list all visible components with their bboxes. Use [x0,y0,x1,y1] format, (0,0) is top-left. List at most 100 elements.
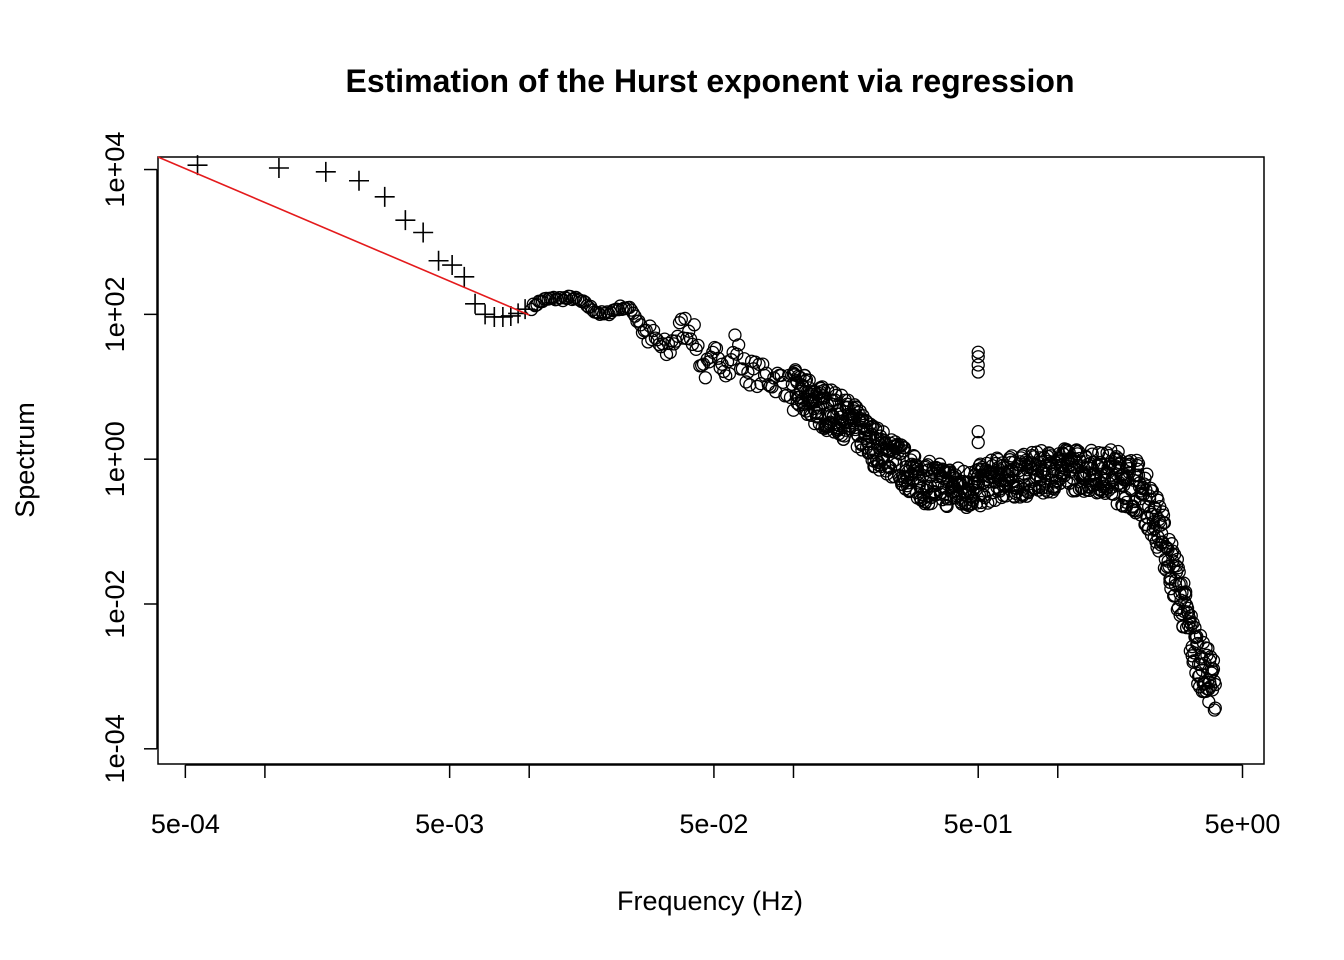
y-axis-label: Spectrum [10,402,40,518]
circle-point [892,440,906,454]
plus-point [315,161,336,182]
circle-point [1151,493,1165,507]
plus-point [442,255,463,276]
circle-point [750,379,764,394]
y-tick-label: 1e+04 [100,132,130,208]
circle-point [1154,518,1168,532]
circle-point [643,319,657,333]
circle-point [728,328,742,342]
circle-point [811,401,826,415]
plus-point [268,158,289,179]
circle-point [661,336,676,351]
circle-point [1144,528,1159,542]
circle-point [743,378,757,392]
circle-point [670,329,685,343]
circle-point [1085,447,1099,461]
circle-point [1169,559,1184,573]
circle-point [691,338,705,353]
circle-point [1193,628,1208,643]
x-tick-label: 5e-04 [151,809,220,839]
circle-point [646,323,661,338]
circle-point [887,469,901,484]
x-tick-label: 5e-03 [415,809,484,839]
circle-point [722,367,737,381]
circle-point [1095,446,1110,460]
plus-point [465,293,486,314]
circle-point [1206,653,1221,667]
circle-point [748,355,762,369]
circle-point [774,368,788,383]
circle-point [895,438,909,453]
data-points [187,155,1222,717]
circle-point [709,341,724,356]
regression-fit-line [157,156,530,316]
circle-point [1195,663,1209,677]
circle-point [1180,605,1195,619]
chart-title: Estimation of the Hurst exponent via reg… [345,63,1074,99]
circle-point [1162,532,1176,547]
circle-point [1202,695,1216,709]
circle-point [1156,508,1171,522]
circle-point [971,424,985,439]
circle-point [719,369,733,383]
circle-point [732,338,746,352]
plus-point [413,222,434,243]
circle-point [907,448,921,463]
plot-area-frame [157,156,1265,765]
x-tick-label: 5e-02 [679,809,748,839]
circle-point [971,358,985,372]
plus-point [374,186,395,207]
circle-point [739,375,753,389]
circle-point [971,350,985,364]
circle-point [1189,666,1203,680]
circle-point [1158,539,1172,553]
plus-point [395,210,416,231]
plus-point [187,155,208,176]
plus-point [492,306,513,327]
circle-point [810,409,825,423]
circle-point [1184,609,1198,623]
circle-point [821,398,835,412]
circle-point [971,345,985,359]
circle-point [1170,552,1185,567]
circle-point [940,499,954,514]
circle-point [1208,701,1222,715]
y-axis: 1e-04 1e-02 1e+00 1e+02 1e+04 [100,132,158,783]
circle-point [1180,601,1195,615]
circle-point [1140,467,1154,481]
circle-point [897,441,912,455]
circle-point [1094,457,1109,472]
circle-point [1208,677,1222,692]
circle-point [765,380,779,394]
plus-point [475,304,496,325]
circle-point [902,484,916,499]
plus-point [348,170,369,191]
circle-point [1020,484,1035,499]
circle-point [752,357,766,371]
circle-point [1179,585,1193,599]
x-tick-label: 5e-01 [944,809,1013,839]
circle-point [730,347,744,361]
circle-point [981,496,995,510]
circle-point [971,365,985,379]
circle-point [802,373,816,387]
circle-point [1184,617,1198,631]
plus-point [454,266,475,287]
circle-point [678,311,692,326]
y-tick-label: 1e+00 [100,421,130,497]
y-tick-label: 1e-02 [100,569,130,638]
circle-point [971,435,985,450]
circle-point [1157,516,1172,530]
circle-point [757,368,772,383]
y-tick-label: 1e+02 [100,276,130,352]
circle-point [814,381,828,396]
circle-point [870,452,884,467]
circle-point [1137,477,1151,491]
x-axis: 5e-04 5e-03 5e-02 5e-01 5e+00 [151,764,1280,839]
x-axis-label: Frequency (Hz) [617,886,803,916]
y-tick-label: 1e-04 [100,714,130,783]
circle-point [1146,515,1160,529]
circle-point [698,371,713,385]
circle-point [1142,499,1156,514]
